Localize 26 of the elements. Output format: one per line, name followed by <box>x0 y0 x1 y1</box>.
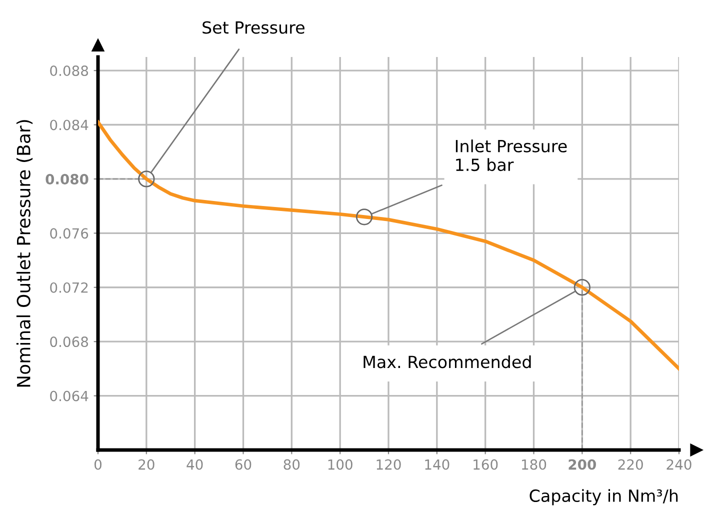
line-series <box>98 120 679 370</box>
y-tick-label: 0.068 <box>50 336 88 348</box>
x-tick-label: 220 <box>618 459 643 470</box>
x-tick-label: 120 <box>376 459 401 470</box>
y-tick-label: 0.076 <box>50 228 88 239</box>
x-tick-label: 0 <box>94 459 102 470</box>
x-tick-label: 20 <box>138 459 154 470</box>
x-tick-label: 40 <box>186 459 203 470</box>
x-tick-label: 80 <box>284 459 300 470</box>
annotation: Set Pressure <box>202 21 304 34</box>
y-tick-label: 0.088 <box>50 66 88 76</box>
y-tick-label: 0.084 <box>50 120 88 130</box>
annotation: Max. Recommended <box>364 355 531 368</box>
x-tick-label: 180 <box>522 459 546 470</box>
y-tick-label: 0.064 <box>50 390 88 402</box>
x-tick-label: 60 <box>235 459 252 470</box>
y-axis-title: Nominal Outlet Pressure (Bar) <box>16 120 33 387</box>
x-tick-label: 240 <box>666 459 692 470</box>
x-axis-title: Capacity in Nm³/h <box>530 489 678 506</box>
annotation: Inlet Pressure 1.5 bar <box>456 140 567 172</box>
y-tick-label: 0.080 <box>46 174 88 184</box>
x-tick-label: 100 <box>328 459 352 470</box>
x-tick-label: 160 <box>474 459 498 470</box>
x-tick-label: 140 <box>425 459 450 470</box>
x-tick-label: 200 <box>568 459 596 470</box>
y-tick-label: 0.072 <box>50 282 88 293</box>
